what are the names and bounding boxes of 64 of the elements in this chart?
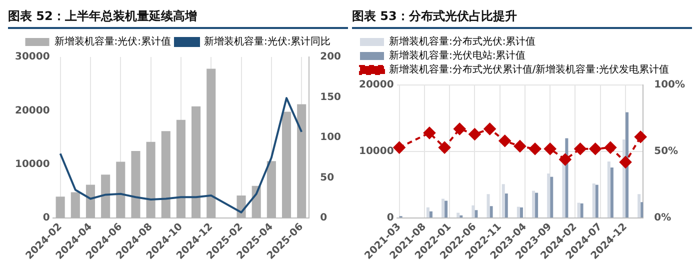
y2-tick-label: 100% (654, 80, 686, 91)
y2-tick-label: 50 (320, 172, 334, 184)
point (438, 142, 451, 154)
bar (607, 162, 610, 218)
bar (638, 194, 641, 218)
point (514, 140, 526, 152)
bar (577, 202, 580, 218)
bar (595, 184, 598, 218)
bar (486, 194, 490, 218)
y-tick-label: 0 (42, 212, 50, 224)
point (634, 130, 647, 143)
legend-label: 新增装机容量:光伏电站:累计值 (389, 50, 526, 62)
y-tick-label: 30000 (14, 52, 50, 63)
bar (520, 207, 523, 218)
y-tick-label: 20000 (358, 80, 394, 91)
bar (640, 202, 644, 218)
bar (610, 167, 614, 218)
bar (532, 190, 536, 218)
point (544, 142, 556, 155)
point (529, 142, 542, 155)
bar (426, 207, 430, 218)
bar (516, 206, 520, 218)
point (468, 128, 481, 140)
bar (429, 211, 432, 218)
bar (535, 192, 538, 218)
point (589, 142, 602, 155)
legend-label: 新增装机容量:光伏:累计同比 (204, 36, 331, 48)
point (484, 122, 496, 135)
point (498, 134, 511, 147)
y2-tick-label: 50% (654, 146, 678, 158)
bar (547, 173, 550, 218)
y2-tick-label: 100 (320, 132, 342, 144)
y-tick-label: 10000 (358, 146, 394, 158)
y-tick-label: 20000 (14, 105, 50, 116)
y-tick-label: 10000 (14, 158, 50, 170)
point (559, 154, 572, 166)
point (423, 126, 436, 139)
legend-label: 新增装机容量:分布式光伏:累计值 (389, 36, 536, 48)
point (620, 156, 632, 168)
bar (490, 206, 493, 218)
bar (444, 200, 448, 218)
bar (442, 198, 445, 218)
bar (580, 203, 584, 218)
point (574, 142, 586, 155)
bar (456, 212, 460, 218)
y2-tick-label: 150 (320, 92, 342, 103)
chart-title: 图表 53：分布式光伏占比提升 (352, 8, 692, 29)
legend-label: 新增装机容量:分布式光伏累计值/新增装机容量:光伏发电累计值 (389, 64, 670, 76)
point (454, 122, 466, 135)
point (393, 142, 406, 154)
bar (550, 176, 554, 218)
y2-tick-label: 0% (654, 212, 672, 224)
chart-title: 图表 52：上半年总装机量延续高增 (8, 8, 348, 29)
y2-tick-label: 200 (320, 52, 342, 63)
bar (460, 215, 463, 218)
bar (502, 184, 505, 218)
bar (592, 183, 596, 218)
bar (472, 205, 475, 218)
legend-label: 新增装机容量:光伏:累计值 (54, 36, 172, 48)
bar (504, 193, 508, 218)
y-tick-label: 0 (386, 212, 394, 224)
point (604, 142, 616, 154)
bar (474, 210, 478, 218)
y2-tick-label: 0 (320, 212, 328, 224)
